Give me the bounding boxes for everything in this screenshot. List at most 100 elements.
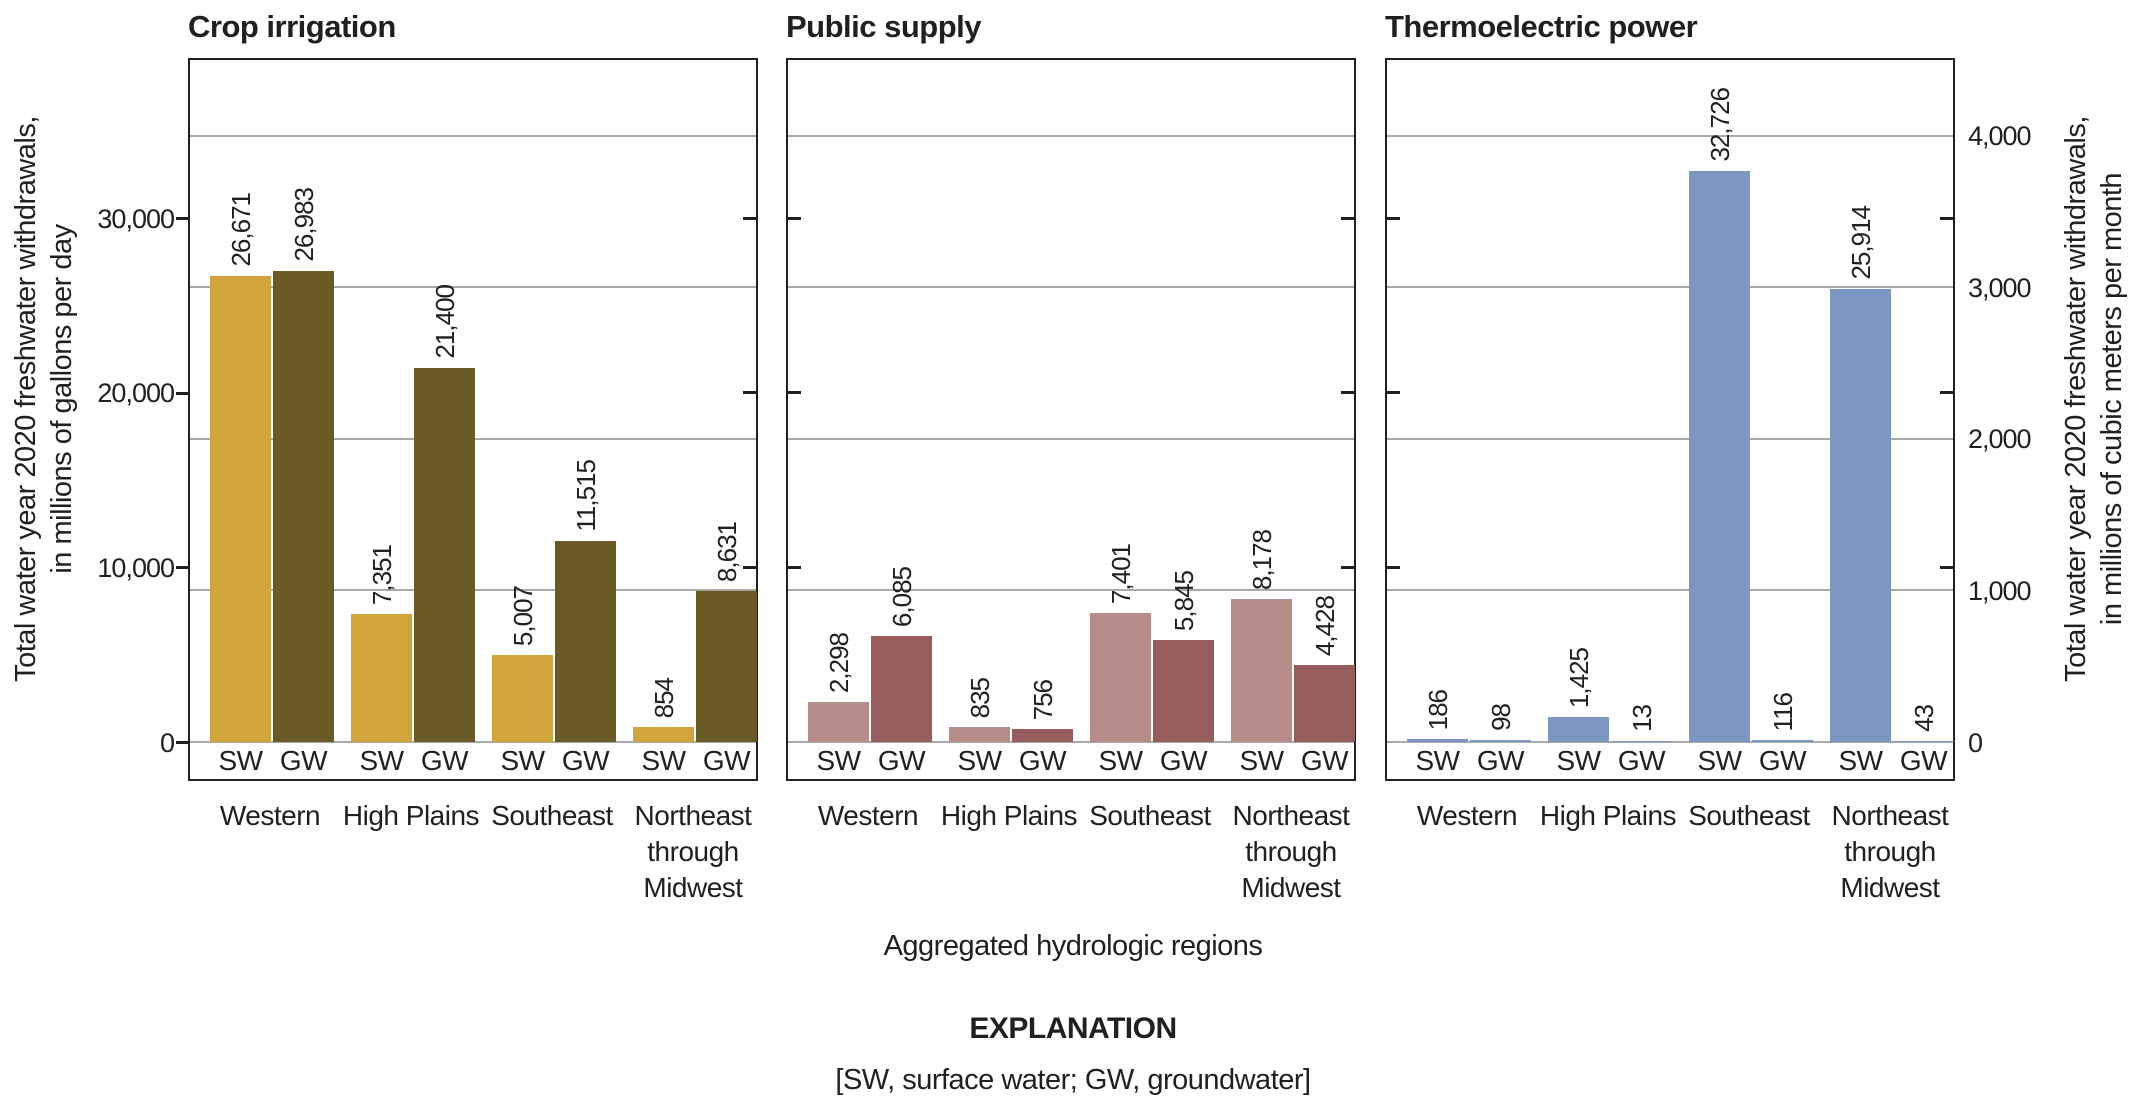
region-label-northeast-through-midwest: Northeast through Midwest <box>634 800 752 903</box>
category-strip: SW GW SW GW SW GW SW GW <box>1387 743 1953 779</box>
region-label-high-plains: High Plains <box>940 800 1078 831</box>
inner-tick-right-30000 <box>1940 216 1953 220</box>
bar-value-label-public-supply-western-gw: 6,085 <box>887 566 917 627</box>
bar-crop-irrigation-southeast-gw <box>555 541 616 742</box>
right-axis-tick-label-1000: 1,000 <box>1968 575 2032 606</box>
right-axis-tick-label-4000: 4,000 <box>1968 121 2032 152</box>
bar-value-label-public-supply-northeast-through-midwest-gw: 4,428 <box>1310 595 1340 656</box>
bar-public-supply-southeast-sw <box>1090 613 1151 742</box>
inner-tick-left-20000 <box>1387 391 1400 395</box>
bar-axis-label-sw: SW <box>500 745 545 776</box>
region-label-southeast: Southeast <box>491 800 613 831</box>
panel-title-public-supply: Public supply <box>786 9 982 44</box>
bar-value-label-public-supply-southeast-gw: 5,845 <box>1169 570 1199 631</box>
gridline-2000 <box>788 437 1354 440</box>
left-axis-tick-20000 <box>176 391 188 395</box>
bar-public-supply-high-plains-sw <box>949 727 1010 742</box>
gridline-1000 <box>788 589 1354 592</box>
bar-crop-irrigation-northeast-through-midwest-gw <box>696 591 757 742</box>
bar-thermoelectric-power-high-plains-gw <box>1611 741 1672 742</box>
bar-value-label-crop-irrigation-western-gw: 26,983 <box>289 188 319 262</box>
bar-value-label-public-supply-western-sw: 2,298 <box>824 632 854 693</box>
bar-axis-label-sw: SW <box>218 745 263 776</box>
bar-value-label-crop-irrigation-northeast-through-midwest-sw: 854 <box>649 677 679 718</box>
inner-tick-right-30000 <box>1341 216 1354 220</box>
bar-crop-irrigation-western-sw <box>210 276 271 742</box>
region-label-northeast-through-midwest: Northeast through Midwest <box>1232 800 1350 903</box>
region-label-northeast-through-midwest: Northeast through Midwest <box>1831 800 1949 903</box>
bar-axis-label-sw: SW <box>1556 745 1601 776</box>
gridline-2000 <box>1387 437 1953 440</box>
gridline-4000 <box>788 134 1354 137</box>
bar-thermoelectric-power-southeast-gw <box>1752 740 1813 742</box>
bar-value-label-thermoelectric-power-northeast-through-midwest-sw: 25,914 <box>1846 206 1876 280</box>
bar-axis-label-gw: GW <box>1300 745 1349 776</box>
bar-axis-label-sw: SW <box>1838 745 1883 776</box>
zero-baseline <box>788 741 1354 743</box>
left-axis-tick-30000 <box>176 217 188 221</box>
left-axis-tick-0 <box>176 741 188 744</box>
bar-crop-irrigation-northeast-through-midwest-sw <box>633 727 694 742</box>
bar-crop-irrigation-high-plains-sw <box>351 614 412 742</box>
bar-value-label-public-supply-northeast-through-midwest-sw: 8,178 <box>1247 529 1277 590</box>
inner-tick-left-30000 <box>788 216 801 220</box>
bar-public-supply-northeast-through-midwest-sw <box>1231 599 1292 742</box>
bar-axis-label-gw: GW <box>1159 745 1208 776</box>
bar-thermoelectric-power-northeast-through-midwest-gw <box>1893 741 1954 742</box>
bar-public-supply-western-gw <box>871 636 932 742</box>
inner-tick-right-10000 <box>1940 565 1953 569</box>
right-axis-tick-label-3000: 3,000 <box>1968 272 2032 303</box>
region-label-high-plains: High Plains <box>342 800 480 831</box>
bar-axis-label-sw: SW <box>641 745 686 776</box>
bar-value-label-thermoelectric-power-southeast-gw: 116 <box>1768 692 1798 731</box>
bar-value-label-thermoelectric-power-northeast-through-midwest-gw: 43 <box>1909 705 1939 732</box>
zero-baseline <box>190 741 756 743</box>
right-axis-title-line2: in millions of cubic meters per month <box>2096 172 2128 626</box>
bar-axis-label-sw: SW <box>1239 745 1284 776</box>
left-axis-tick-label-0: 0 <box>159 727 175 758</box>
bar-axis-label-sw: SW <box>359 745 404 776</box>
left-axis-tick-label-20000: 20,000 <box>97 378 175 409</box>
bar-axis-label-gw: GW <box>1476 745 1525 776</box>
bar-axis-label-gw: GW <box>1899 745 1948 776</box>
bar-axis-label-sw: SW <box>816 745 861 776</box>
bar-thermoelectric-power-northeast-through-midwest-sw <box>1830 289 1891 742</box>
bar-value-label-public-supply-southeast-sw: 7,401 <box>1106 543 1136 604</box>
gridline-4000 <box>1387 134 1953 137</box>
inner-tick-left-10000 <box>788 565 801 569</box>
bar-thermoelectric-power-western-sw <box>1407 739 1468 742</box>
gridline-3000 <box>788 286 1354 289</box>
inner-tick-right-10000 <box>1341 565 1354 569</box>
panel-thermoelectric-power: 186 98 1,425 13 32,726 116 25,914 43 SW GW SW GW SW G… <box>1385 58 1955 781</box>
bar-value-label-crop-irrigation-western-sw: 26,671 <box>226 193 256 267</box>
bar-public-supply-northeast-through-midwest-gw <box>1294 665 1355 742</box>
left-axis-tick-10000 <box>176 566 188 570</box>
bar-crop-irrigation-western-gw <box>273 271 334 742</box>
bar-axis-label-gw: GW <box>1018 745 1067 776</box>
left-axis-tick-label-10000: 10,000 <box>97 552 175 583</box>
inner-tick-right-20000 <box>743 391 756 395</box>
inner-tick-left-30000 <box>1387 216 1400 220</box>
right-axis-tick-label-0: 0 <box>1968 727 1983 758</box>
panel-crop-irrigation: 26,671 26,983 7,351 21,400 5,007 11,515 854 8,6… <box>188 58 758 781</box>
bar-public-supply-high-plains-gw <box>1012 729 1073 742</box>
bar-axis-label-sw: SW <box>1415 745 1460 776</box>
gridline-1000 <box>1387 589 1953 592</box>
bar-public-supply-western-sw <box>808 702 869 742</box>
bar-axis-label-gw: GW <box>420 745 469 776</box>
right-axis-tick-label-2000: 2,000 <box>1968 424 2032 455</box>
bar-axis-label-gw: GW <box>1617 745 1666 776</box>
bar-axis-label-sw: SW <box>1098 745 1143 776</box>
bar-thermoelectric-power-southeast-sw <box>1689 171 1750 742</box>
bar-thermoelectric-power-western-gw <box>1470 740 1531 742</box>
bar-axis-label-sw: SW <box>1697 745 1742 776</box>
bar-axis-label-gw: GW <box>702 745 751 776</box>
bar-value-label-thermoelectric-power-western-sw: 186 <box>1423 689 1453 730</box>
explanation-note: [SW, surface water; GW, groundwater] <box>835 1064 1311 1096</box>
bar-value-label-thermoelectric-power-high-plains-gw: 13 <box>1627 705 1657 732</box>
region-label-western: Western <box>219 800 321 831</box>
inner-tick-left-10000 <box>1387 565 1400 569</box>
gridline-3000 <box>1387 286 1953 289</box>
region-label-western: Western <box>817 800 919 831</box>
